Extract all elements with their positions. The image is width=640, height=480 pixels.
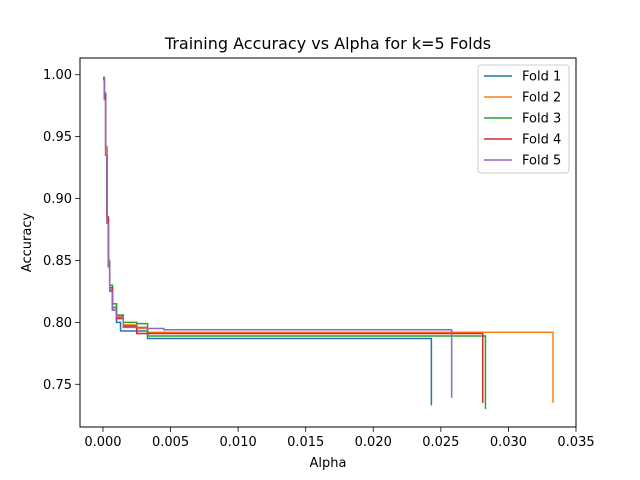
x-tick-label: 0.025 (422, 435, 459, 450)
legend-label-fold-4: Fold 4 (522, 133, 561, 148)
series-line-fold-5 (102, 76, 453, 398)
x-tick-label: 0.010 (220, 435, 257, 450)
legend-label-fold-1: Fold 1 (522, 70, 561, 85)
y-axis-label: Accuracy (20, 213, 35, 273)
y-tick-label: 0.95 (43, 130, 72, 145)
y-tick-label: 0.75 (43, 378, 72, 393)
x-tick-label: 0.015 (287, 435, 324, 450)
x-tick-label: 0.030 (490, 435, 527, 450)
y-tick-label: 0.85 (43, 254, 72, 269)
y-tick-label: 0.90 (43, 192, 72, 207)
legend-box (477, 64, 570, 174)
plot-area (102, 76, 554, 410)
x-axis-label: Alpha (310, 456, 347, 471)
x-tick-label: 0.000 (84, 435, 121, 450)
axes-frame (79, 57, 577, 428)
y-tick-label: 1.00 (43, 68, 72, 83)
x-tick-label: 0.035 (557, 435, 594, 450)
x-tick-label: 0.020 (355, 435, 392, 450)
legend-label-fold-3: Fold 3 (522, 112, 561, 127)
legend: Fold 1 Fold 2 Fold 3 Fold 4 Fold 5 (477, 64, 570, 174)
y-tick-label: 0.80 (43, 316, 72, 331)
legend-label-fold-5: Fold 5 (522, 154, 561, 169)
y-axis: 0.75 0.80 0.85 0.90 0.95 1.00 (43, 68, 80, 393)
chart-title: Training Accuracy vs Alpha for k=5 Folds (164, 34, 491, 53)
x-axis: 0.000 0.005 0.010 0.015 0.020 0.025 0.030 0.035 (84, 427, 595, 450)
legend-label-fold-2: Fold 2 (522, 91, 561, 106)
x-tick-label: 0.005 (152, 435, 189, 450)
